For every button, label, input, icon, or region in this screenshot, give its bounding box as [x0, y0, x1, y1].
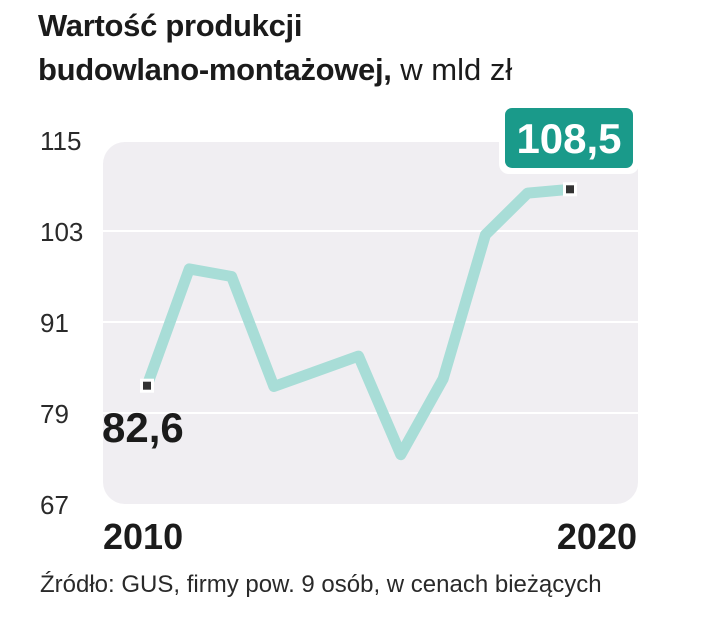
end-value-badge: 108,5	[499, 102, 639, 174]
title-line-2: budowlano-montażowej, w mld zł	[38, 52, 513, 87]
y-tick-label: 115	[40, 126, 81, 156]
source-footnote: Źródło: GUS, firmy pow. 9 osób, w cenach…	[40, 571, 602, 598]
start-value-label: 82,6	[102, 404, 184, 451]
y-tick-label: 79	[40, 399, 69, 429]
y-tick-label: 91	[40, 308, 69, 338]
point-marker-core	[143, 381, 151, 390]
grid-lines	[103, 230, 638, 414]
y-tick-label: 67	[40, 490, 69, 520]
series-line	[141, 183, 576, 461]
point-markers	[140, 182, 577, 393]
title-unit: w mld zł	[400, 52, 513, 87]
x-tick-label-end: 2020	[557, 516, 637, 557]
x-tick-label-start: 2010	[103, 516, 183, 557]
end-value-label: 108,5	[516, 115, 621, 162]
badge-box	[505, 108, 633, 168]
title-line-1: Wartość produkcji	[38, 8, 303, 43]
y-axis-ticks: 115 103 91 79 67	[40, 126, 83, 520]
y-tick-label: 103	[40, 217, 83, 247]
point-marker-core	[566, 185, 574, 194]
series-line-group	[141, 183, 576, 461]
chart-title: Wartość produkcji budowlano-montażowej, …	[38, 4, 512, 92]
